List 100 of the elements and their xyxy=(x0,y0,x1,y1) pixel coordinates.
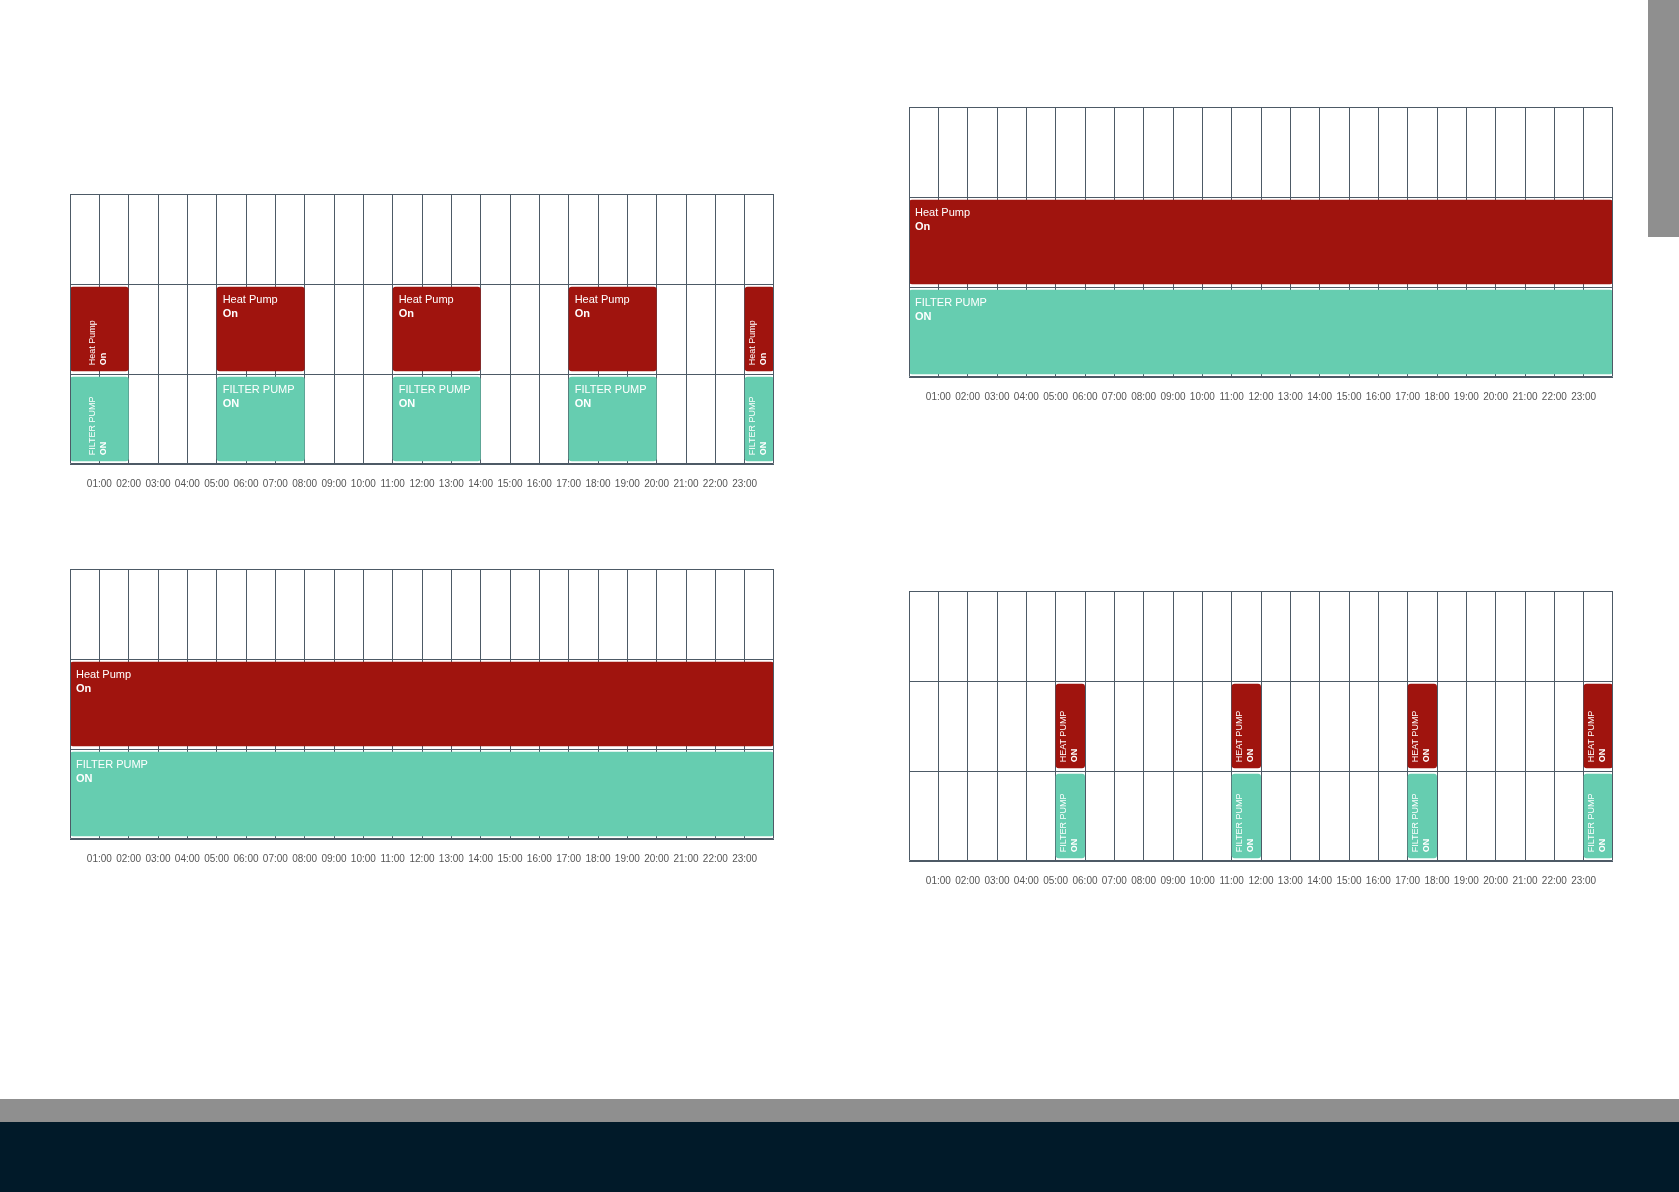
x-tick-label: 02:00 xyxy=(116,477,142,489)
series-label: FILTER PUMP xyxy=(76,758,148,771)
series-label: FILTER PUMP xyxy=(398,383,471,396)
x-tick-label: 01:00 xyxy=(86,477,113,489)
data-label: ON xyxy=(1421,838,1432,853)
x-tick-label: 04:00 xyxy=(174,852,201,864)
series-label: HEAT PUMP xyxy=(1234,710,1245,763)
x-tick-label: 23:00 xyxy=(1571,390,1597,402)
x-tick-label: 16:00 xyxy=(526,852,553,864)
x-tick-label: 09:00 xyxy=(321,852,347,864)
x-tick-label: 21:00 xyxy=(1512,390,1538,402)
x-tick-label: 05:00 xyxy=(204,852,230,864)
data-label: ON xyxy=(76,772,93,785)
series-label: Heat Pump xyxy=(398,293,454,306)
x-tick-label: 01:00 xyxy=(86,852,113,864)
x-tick-label: 19:00 xyxy=(1453,874,1480,886)
x-tick-label: 20:00 xyxy=(644,852,670,864)
data-label: On xyxy=(758,352,769,366)
x-tick-label: 21:00 xyxy=(673,852,699,864)
data-label: ON xyxy=(574,397,592,410)
x-tick-label: 08:00 xyxy=(292,477,318,489)
x-tick-label: 23:00 xyxy=(732,852,758,864)
x-tick-label: 17:00 xyxy=(1395,874,1421,886)
x-tick-label: 10:00 xyxy=(350,852,377,864)
x-tick-label: 07:00 xyxy=(1101,874,1128,886)
data-label: ON xyxy=(915,310,932,323)
data-label: On xyxy=(76,682,92,695)
series-label: FILTER PUMP xyxy=(1410,793,1421,853)
data-label: ON xyxy=(98,441,109,456)
x-tick-label: 18:00 xyxy=(1424,874,1450,886)
x-tick-label: 11:00 xyxy=(1219,874,1245,886)
x-tick-label: 06:00 xyxy=(1072,390,1098,402)
series-label: HEAT PUMP xyxy=(1058,710,1069,763)
x-tick-label: 17:00 xyxy=(556,477,582,489)
x-tick-label: 03:00 xyxy=(984,390,1010,402)
x-tick-label: 15:00 xyxy=(1336,874,1362,886)
x-tick-label: 05:00 xyxy=(1043,390,1069,402)
series-label: FILTER PUMP xyxy=(747,396,758,456)
x-tick-label: 20:00 xyxy=(1483,390,1509,402)
x-tick-label: 18:00 xyxy=(585,477,611,489)
x-tick-label: 02:00 xyxy=(116,852,142,864)
series-label: FILTER PUMP xyxy=(915,296,987,309)
x-tick-label: 10:00 xyxy=(1189,874,1216,886)
x-tick-label: 12:00 xyxy=(1248,874,1274,886)
x-tick-label: 13:00 xyxy=(438,477,465,489)
x-tick-label: 11:00 xyxy=(380,852,406,864)
x-tick-label: 19:00 xyxy=(614,852,641,864)
x-tick-label: 03:00 xyxy=(984,874,1010,886)
x-tick-label: 19:00 xyxy=(1453,390,1480,402)
x-tick-label: 07:00 xyxy=(262,477,289,489)
x-tick-label: 14:00 xyxy=(1307,874,1333,886)
x-tick-label: 17:00 xyxy=(556,852,582,864)
series-label: FILTER PUMP xyxy=(574,383,647,396)
data-label: On xyxy=(98,352,109,366)
data-label: ON xyxy=(1069,838,1080,853)
series-label: Heat Pump xyxy=(76,668,132,681)
x-tick-label: 04:00 xyxy=(1013,874,1040,886)
x-tick-label: 08:00 xyxy=(1131,874,1157,886)
x-tick-label: 06:00 xyxy=(233,852,259,864)
series-label: FILTER PUMP xyxy=(1586,793,1597,853)
x-tick-label: 05:00 xyxy=(204,477,230,489)
x-tick-label: 18:00 xyxy=(585,852,611,864)
data-label: ON xyxy=(758,441,769,456)
x-tick-label: 14:00 xyxy=(468,477,494,489)
data-label: On xyxy=(574,307,591,320)
x-tick-label: 20:00 xyxy=(1483,874,1509,886)
x-tick-label: 07:00 xyxy=(262,852,289,864)
x-tick-label: 09:00 xyxy=(1160,874,1186,886)
x-tick-label: 11:00 xyxy=(1219,390,1245,402)
x-tick-label: 22:00 xyxy=(702,852,729,864)
data-label: ON xyxy=(1597,838,1608,853)
data-label: On xyxy=(222,307,239,320)
x-tick-label: 11:00 xyxy=(380,477,406,489)
x-tick-label: 07:00 xyxy=(1101,390,1128,402)
series-label: Heat Pump xyxy=(915,206,971,219)
x-tick-label: 01:00 xyxy=(925,390,952,402)
x-tick-label: 09:00 xyxy=(1160,390,1186,402)
series-label: Heat Pump xyxy=(747,320,758,366)
x-tick-label: 15:00 xyxy=(1336,390,1362,402)
x-tick-label: 02:00 xyxy=(955,874,981,886)
x-tick-label: 03:00 xyxy=(145,852,171,864)
series-label: FILTER PUMP xyxy=(222,383,295,396)
x-tick-label: 06:00 xyxy=(1072,874,1098,886)
x-tick-label: 18:00 xyxy=(1424,390,1450,402)
series-label: Heat Pump xyxy=(87,320,98,366)
x-tick-label: 12:00 xyxy=(1248,390,1274,402)
data-label: ON xyxy=(1245,748,1256,763)
x-tick-label: 16:00 xyxy=(1365,390,1392,402)
x-tick-label: 09:00 xyxy=(321,477,347,489)
series-label: FILTER PUMP xyxy=(1058,793,1069,853)
x-tick-label: 05:00 xyxy=(1043,874,1069,886)
series-label: FILTER PUMP xyxy=(1234,793,1245,853)
x-tick-label: 04:00 xyxy=(1013,390,1040,402)
series-label: HEAT PUMP xyxy=(1410,710,1421,763)
x-tick-label: 17:00 xyxy=(1395,390,1421,402)
x-tick-label: 04:00 xyxy=(174,477,201,489)
series-label: Heat Pump xyxy=(222,293,278,306)
x-tick-label: 12:00 xyxy=(409,852,435,864)
x-tick-label: 21:00 xyxy=(1512,874,1538,886)
data-label: ON xyxy=(1245,838,1256,853)
